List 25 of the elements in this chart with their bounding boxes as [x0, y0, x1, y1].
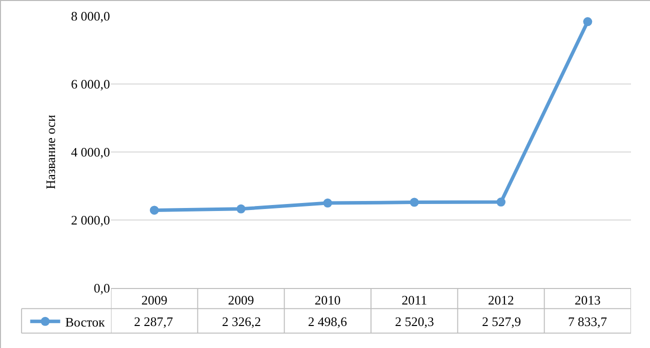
- point: [236, 204, 246, 214]
- data-label: 2 520,3: [395, 314, 434, 329]
- y-tick-label: 4 000,0: [71, 144, 110, 160]
- point: [410, 198, 419, 207]
- x-tick-label: 2012: [488, 292, 514, 308]
- x-tick-label: 2009: [141, 292, 168, 308]
- y-tick-label: 2 000,0: [71, 212, 110, 228]
- y-axis-title: Название оси: [42, 114, 58, 190]
- point: [323, 198, 332, 208]
- data-label: 7 833,7: [568, 314, 608, 329]
- y-tick-label: 6 000,0: [71, 76, 110, 92]
- y-tick-label: 8 000,0: [71, 8, 110, 24]
- point: [150, 206, 159, 215]
- legend-label: Восток: [65, 314, 106, 330]
- y-tick-label: 0,0: [94, 280, 110, 296]
- point: [496, 198, 506, 207]
- data-label: 2 498,6: [308, 314, 348, 329]
- x-tick-label: 2009: [228, 292, 254, 308]
- data-label: 2 287,7: [134, 314, 174, 329]
- data-label: 2 527,9: [482, 314, 521, 329]
- x-tick-label: 2013: [574, 292, 601, 308]
- x-tick-label: 2011: [402, 292, 428, 308]
- x-tick-label: 2010: [314, 292, 341, 308]
- data-label: 2 326,2: [222, 314, 261, 329]
- point: [583, 17, 592, 26]
